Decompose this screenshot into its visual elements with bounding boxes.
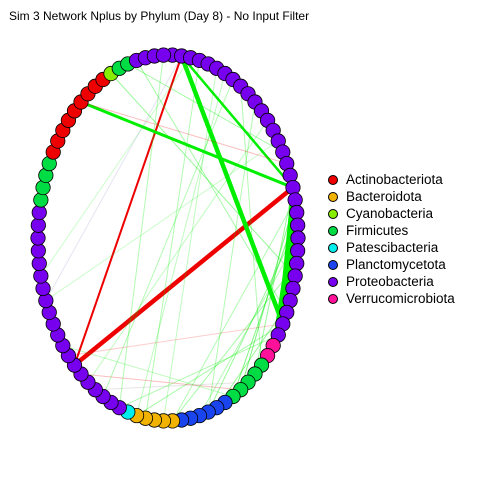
network-edge: [136, 73, 226, 416]
network-node: [30, 217, 46, 233]
network-edge: [240, 86, 263, 366]
network-node: [290, 243, 306, 259]
network-edge: [254, 187, 294, 375]
legend-label: Cyanobacteria: [346, 206, 434, 221]
legend-swatch-icon: [328, 276, 338, 287]
network-edge: [80, 101, 287, 165]
network-node: [33, 268, 49, 284]
network-node: [30, 243, 46, 259]
legend-swatch-icon: [328, 208, 338, 219]
network-edge: [179, 55, 285, 325]
legend-swatch-icon: [328, 293, 338, 304]
network-edge: [207, 225, 299, 413]
network-edge: [102, 79, 234, 397]
network-node: [289, 204, 305, 221]
network-edge: [172, 199, 296, 422]
network-edge: [80, 373, 241, 391]
legend-label: Firmicutes: [346, 223, 409, 238]
network-node: [289, 255, 305, 272]
legend-item: Bacteroidota: [327, 188, 455, 205]
network-edge: [144, 60, 200, 419]
legend-label: Verrucomicrobiota: [346, 291, 455, 306]
network-edge: [180, 55, 294, 189]
nodes-layer: [30, 47, 306, 429]
network-edge: [136, 323, 284, 416]
network-edge: [199, 237, 299, 416]
network-edge: [207, 101, 256, 413]
network-edge: [119, 334, 279, 409]
network-edge: [73, 55, 183, 366]
legend-label: Proteobacteria: [346, 274, 434, 289]
network-node: [155, 47, 172, 63]
network-node: [31, 204, 47, 221]
legend-item: Verrucomicrobiota: [327, 290, 455, 307]
legend-swatch-icon: [328, 191, 338, 202]
network-edge: [162, 68, 218, 421]
network-node: [290, 230, 306, 246]
legend-label: Bacteroidota: [346, 189, 422, 204]
network-edge: [118, 55, 164, 408]
network-edge: [40, 57, 191, 277]
network-node: [30, 230, 46, 246]
network-node: [33, 192, 49, 208]
network-edge: [73, 185, 295, 367]
network-edge: [87, 120, 268, 383]
legend-item: Cyanobacteria: [327, 205, 455, 222]
network-edge: [45, 140, 279, 302]
network-node: [290, 217, 306, 233]
network-edge: [95, 381, 249, 391]
legend-swatch-icon: [328, 242, 338, 253]
network-node: [31, 255, 47, 272]
legend-label: Planctomycetota: [346, 257, 446, 272]
network-edge: [62, 345, 234, 397]
legend-item: Firmicutes: [327, 222, 455, 239]
legend-label: Actinobacteriota: [346, 172, 443, 187]
network-edge: [172, 263, 298, 422]
plot-title: Sim 3 Network Nplus by Phylum (Day 8) - …: [9, 9, 310, 23]
network-edge: [68, 323, 283, 357]
network-edge: [45, 55, 183, 301]
legend-label: Patescibacteria: [346, 240, 439, 255]
legend-swatch-icon: [328, 174, 338, 185]
legend-item: Planctomycetota: [327, 256, 455, 273]
network-edge: [232, 212, 298, 397]
legend-swatch-icon: [328, 225, 338, 236]
network-node: [287, 192, 303, 208]
network-node: [287, 268, 303, 284]
legend-item: Patescibacteria: [327, 239, 455, 256]
network-edge: [127, 63, 284, 153]
legend-item: Proteobacteria: [327, 273, 455, 290]
network-edge: [110, 73, 296, 277]
legend: Actinobacteriota Bacteroidota Cyanobacteri…: [327, 171, 455, 307]
legend-swatch-icon: [328, 259, 338, 270]
network-node: [35, 280, 51, 297]
network-node: [285, 179, 301, 196]
legend-item: Actinobacteriota: [327, 171, 455, 188]
network-edge: [80, 100, 294, 189]
network-edge: [136, 60, 288, 313]
